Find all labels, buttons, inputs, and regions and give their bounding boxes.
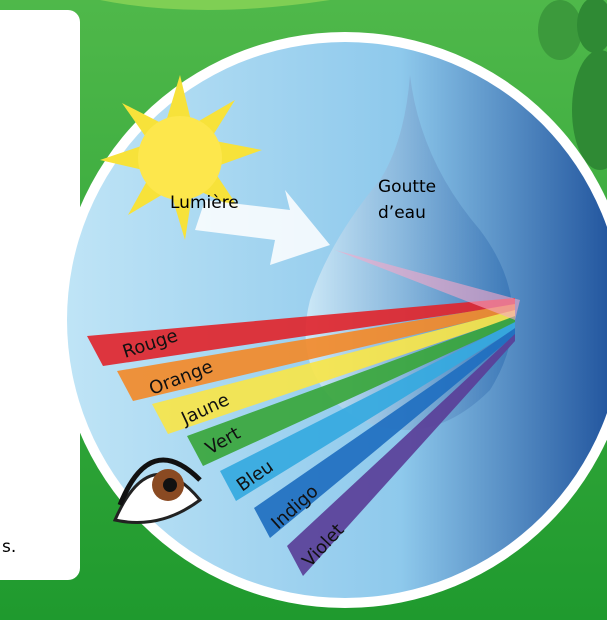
light-label: Lumière	[170, 193, 239, 213]
panel-text: s.	[2, 537, 16, 557]
drop-label: d’eau	[378, 203, 426, 223]
page: s. Lumière Goutte d’eau RougeOrangeJaune…	[0, 0, 607, 620]
drop-label: Goutte	[378, 177, 436, 197]
illustration: s. Lumière Goutte d’eau RougeOrangeJaune…	[0, 0, 607, 620]
tree	[538, 0, 582, 60]
